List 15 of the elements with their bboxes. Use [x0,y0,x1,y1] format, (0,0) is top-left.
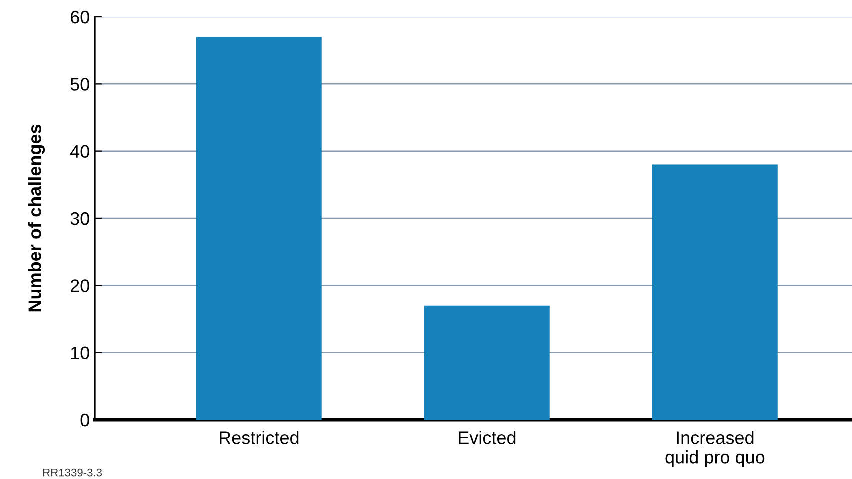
y-tick-label: 50 [70,78,90,91]
y-tick-label: 40 [70,145,90,158]
bar [424,306,550,420]
y-axis-title: Number of challenges [28,124,46,312]
y-tick-label: 10 [71,346,90,360]
x-tick-label: Evicted [459,431,516,444]
y-tick-label: 30 [70,212,90,226]
y-tick-label: 20 [70,280,90,292]
bar [652,164,778,420]
y-tick-label: 60 [70,10,90,24]
text: RR1339-3.3 [44,468,102,477]
bar [196,37,322,420]
x-tick-label: Restricted [220,431,299,444]
x-tick-label: Increased quid pro quo [666,431,765,468]
y-tick-label: 0 [80,414,90,427]
